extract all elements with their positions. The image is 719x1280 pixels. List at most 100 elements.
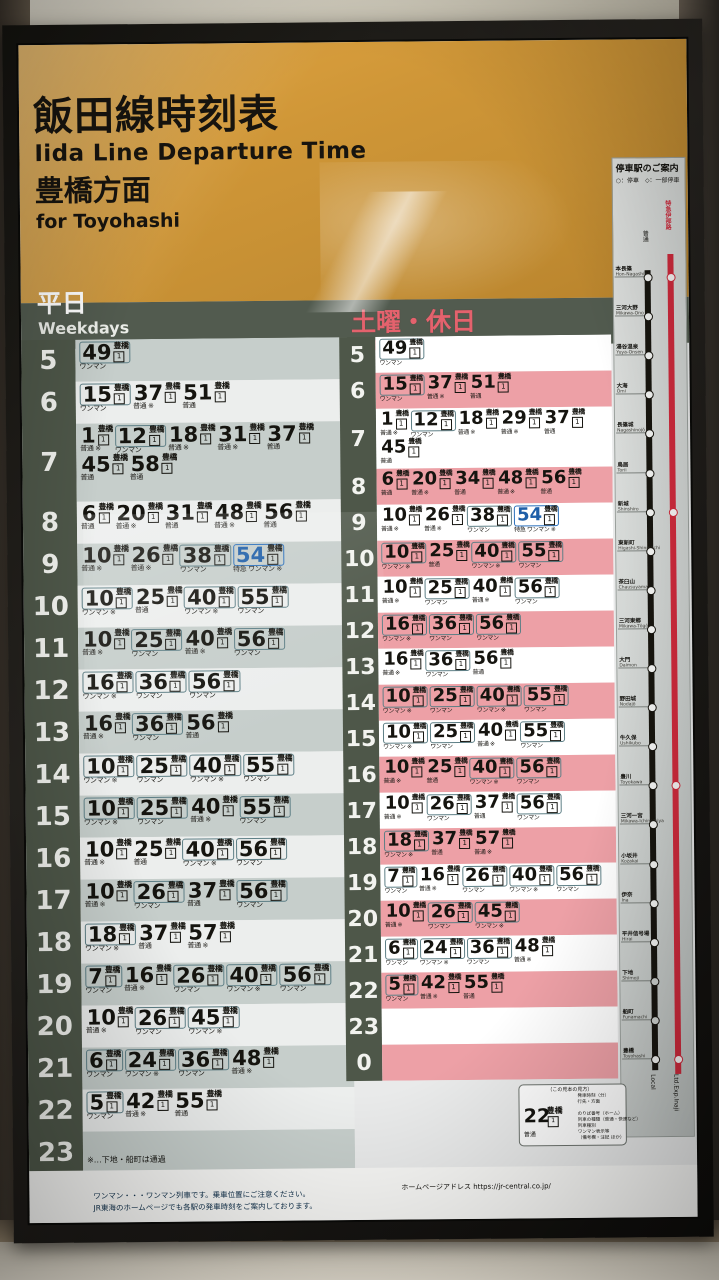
departure-minute: 40	[472, 575, 498, 597]
departure-entry: 16 豊橋 1 普通 ※	[382, 649, 423, 677]
timetable-row	[381, 1042, 619, 1081]
train-type-label: 普通	[472, 668, 484, 676]
destination-label: 豊橋	[411, 757, 425, 766]
platform-number: 1	[505, 729, 517, 741]
platform-number: 1	[113, 393, 126, 405]
guide-station-name: 鳥居 Torii	[617, 461, 629, 474]
train-type-label: 普通 ※	[380, 525, 399, 533]
destination-label: 豊橋	[167, 880, 183, 890]
train-type-label: ワンマン ※	[82, 692, 117, 701]
platform-number: 1	[117, 765, 129, 777]
train-type-label: 普通	[463, 992, 475, 1001]
platform-number: 1	[112, 463, 124, 475]
departure-minute: 56	[282, 962, 312, 987]
departure-entry: 12 豊橋 1 ワンマン	[410, 409, 456, 438]
train-type-label: 普通	[469, 392, 482, 400]
timetable-row: 10 豊橋 1 普通 ※ 26 豊橋 1 ワンマン 45 豊橋 1 ワンマン ※	[81, 1003, 354, 1048]
departure-entry: 51 豊橋 1 普通	[469, 372, 511, 400]
train-type-label: ワンマン	[429, 635, 452, 643]
platform-number: 1	[449, 947, 461, 959]
departure-entry: 6 豊橋 1 ワンマン	[86, 1048, 123, 1079]
timetable-row: 10 豊橋 1 普通 ※ 25 豊橋 1 ワンマン 40 豊橋 1 普通 ※ 56 豊橋 1 ワンマン	[377, 574, 614, 613]
destination-label: 豊橋	[117, 755, 133, 765]
departure-entry: 31 豊橋 1 普通	[165, 501, 212, 530]
platform-number: 1	[412, 910, 424, 922]
guide-station-row: 船町 Funamachi	[621, 1009, 695, 1026]
destination-label: 豊橋	[213, 544, 229, 554]
departure-minute: 10	[385, 900, 411, 922]
guide-station-name: 新城 Shinshiro	[617, 500, 639, 513]
departure-minute: 58	[130, 451, 160, 477]
local-stop-dot-icon	[645, 507, 655, 517]
train-type-label: ワンマン	[133, 901, 161, 911]
departure-minute: 36	[431, 613, 458, 635]
hour-cell: 15	[345, 726, 377, 752]
destination-label: 豊橋	[546, 757, 560, 766]
platform-number: 1	[446, 874, 459, 886]
departure-minute: 31	[218, 422, 248, 447]
local-stop-dot-icon	[648, 820, 658, 830]
platform-number: 1	[217, 721, 229, 733]
departure-minute: 16	[124, 962, 155, 988]
train-type-label: 普通 ※	[382, 669, 400, 677]
train-type-label: ワンマン	[384, 887, 407, 895]
local-line-label-top: 普通	[641, 230, 649, 243]
departure-entry: 40 豊橋 1 普通 ※	[477, 720, 519, 748]
platform-number: 1	[457, 910, 469, 923]
platform-number: 1	[497, 381, 509, 393]
departure-minute: 24	[127, 1047, 158, 1073]
direction-jp: 豊橋方面	[34, 172, 151, 209]
local-stop-dot-icon	[643, 273, 653, 283]
train-type-label: ワンマン	[179, 565, 207, 574]
platform-number: 1	[525, 477, 537, 489]
guide-station-row: 鳥居 Torii	[615, 462, 689, 478]
train-type-label: ワンマン	[429, 707, 453, 715]
departure-minute: 15	[382, 373, 408, 395]
platform-number: 1	[216, 637, 228, 649]
train-type-label: ワンマン	[85, 986, 112, 995]
train-type-label: ワンマン	[235, 858, 263, 868]
platform-number: 1	[222, 1016, 234, 1028]
ltdexp-line-bar	[667, 253, 682, 1074]
timetable-row: 6 豊橋 1 普通 20 豊橋 1 普通 ※ 31 豊橋 1 普通 48 豊橋 1 普通 ※ 56 豊橋 1 普通	[76, 499, 350, 544]
train-type-label: ワンマン ※	[188, 1027, 223, 1036]
guide-station-name: 大海 Ōmi	[616, 383, 628, 395]
train-type-label: ワンマン ※	[382, 707, 412, 715]
train-type-label: ワンマン ※	[182, 859, 217, 868]
timetable-row: 6 豊橋 1 普通 20 豊橋 1 普通 ※ 34 豊橋 1 普通 48 豊橋 1 普通 ※ 56 豊橋 1 普通	[376, 466, 613, 505]
departure-entry: 37 豊橋 1 普通	[266, 422, 314, 451]
departure-entry: 45 豊橋 1 ワンマン ※	[474, 901, 520, 930]
departure-entry: 15 豊橋 1 ワンマン	[379, 373, 425, 403]
destination-label: 豊橋	[409, 577, 423, 586]
train-type-label: 普通	[473, 812, 486, 820]
departure-entry: 55 豊橋 1 ワンマン	[242, 753, 295, 783]
departure-minute: 25	[432, 721, 459, 743]
destination-label: 豊橋	[167, 585, 183, 595]
destination-label: 豊橋	[505, 720, 519, 729]
departure-minute: 37	[544, 406, 570, 429]
departure-entry: 48 豊橋 1 普通 ※	[214, 500, 261, 529]
hour-cell: 5	[349, 342, 366, 368]
departure-minute: 55	[523, 720, 549, 742]
departure-minute: 56	[519, 792, 546, 814]
departure-entry: 56 豊橋 1 普通	[185, 710, 232, 739]
poster-header	[18, 38, 689, 365]
timetable-row: 10 豊橋 1 普通 ※ 26 豊橋 1 普通 ※ 38 豊橋 1 ワンマン 54 豊橋 1 特急 ワンマン …	[376, 502, 614, 541]
hour-cell: 14	[345, 690, 377, 716]
train-type-label: ワンマン ※	[84, 944, 119, 953]
departure-minute: 26	[137, 1005, 168, 1031]
guide-station-row: 湯谷温泉 Yuya-Onsen	[614, 344, 688, 361]
platform-number: 1	[504, 910, 516, 922]
departure-minute: 7	[387, 865, 400, 887]
destination-label: 豊橋	[541, 936, 555, 945]
timetable-row: 1 豊橋 1 普通 ※ 12 豊橋 1 ワンマン 18 豊橋 1 普通 ※ 31 豊橋 1 普通 ※ 37 豊橋 1…	[75, 421, 349, 502]
platform-number: 1	[506, 694, 518, 706]
destination-label: 豊橋	[412, 686, 426, 695]
footer-note-2: JR東海のホームページでも各駅の発車時刻をご案内しております。	[93, 1201, 317, 1213]
platform-number: 1	[482, 477, 494, 489]
departure-minute: 48	[514, 935, 540, 957]
platform-number: 1	[169, 1016, 181, 1028]
departure-entry: 37 豊橋 1 普通 ※	[133, 381, 180, 410]
departure-entry: 20 豊橋 1 普通 ※	[411, 468, 452, 496]
platform-number: 1	[148, 434, 161, 446]
